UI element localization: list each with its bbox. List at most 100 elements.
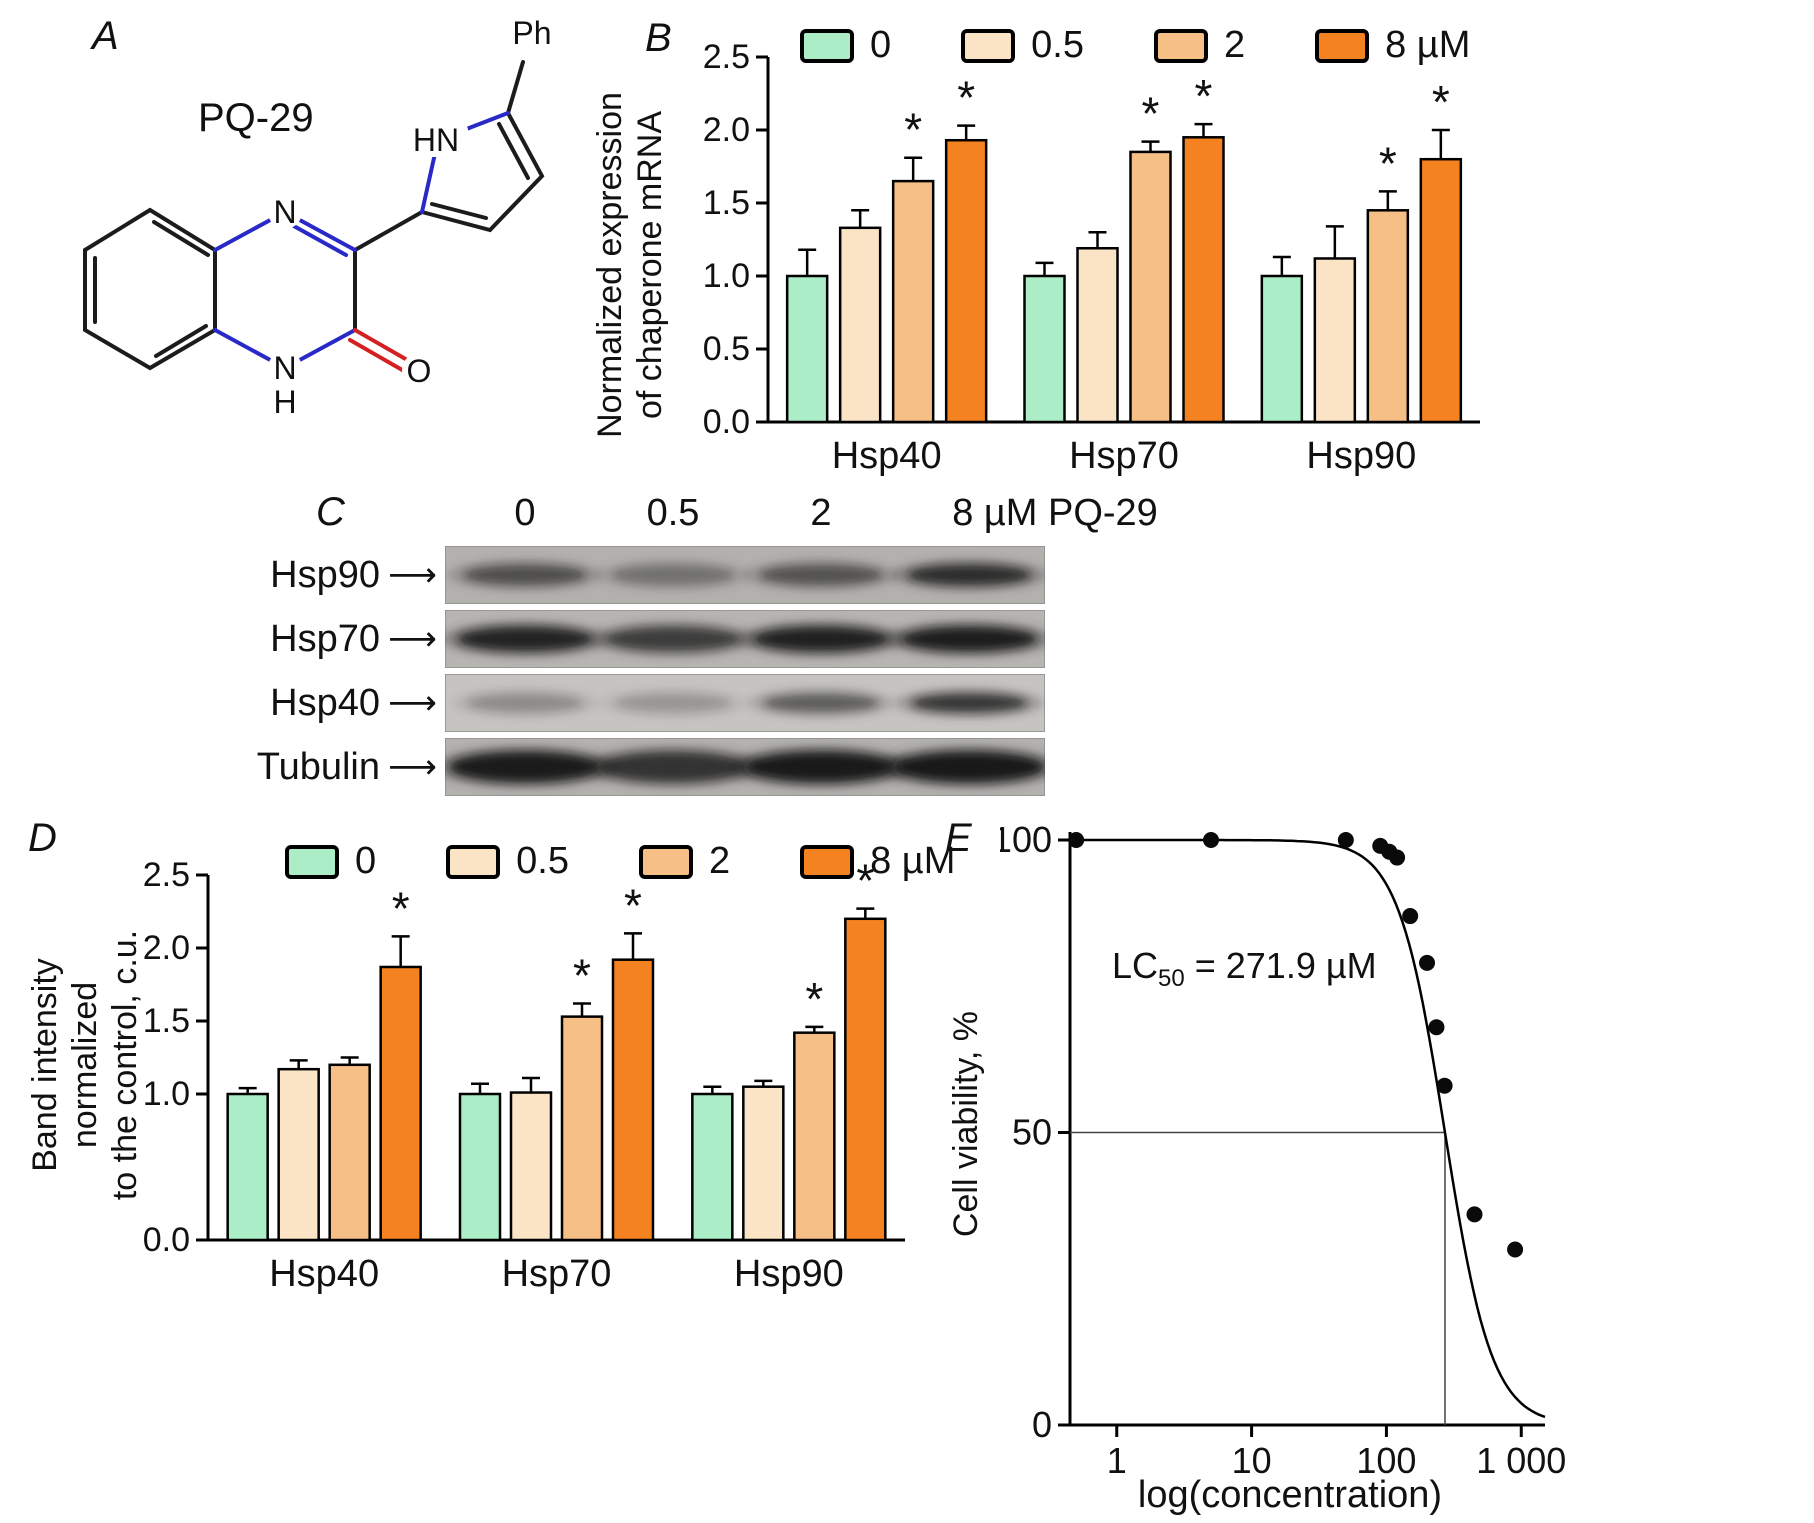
lane-header-8: 8 µM PQ-29 [952,492,1158,534]
molecule-structure: N N H HN O Ph [83,15,552,420]
h-label: H [273,384,296,420]
y-tick-label: 1.5 [143,1002,190,1040]
blot-image-hsp70 [445,610,1045,668]
swatch-2um [1153,28,1208,63]
significance-star: * [1142,88,1160,140]
arrow-right-icon: ⟶ [388,683,437,723]
y-tick-label: 50 [1012,1112,1052,1153]
bar-Hsp70-0 [1023,274,1066,424]
blot-row-hsp70: Hsp70 ⟶ [255,610,1045,668]
protein-band [759,565,883,585]
bar-Hsp40-2 [891,179,935,424]
protein-band [597,752,749,782]
y-tick-label: 0.0 [143,1221,190,1259]
blot-row-hsp40: Hsp40 ⟶ [255,674,1045,732]
e-y-axis-label: Cell viability, % [947,1010,985,1238]
significance-star: * [1195,70,1213,122]
x-tick-label: 100 [1356,1440,1416,1481]
bar-Hsp90-0 [691,1092,734,1242]
d-y-axis-label: Band intensity normalized to the control… [25,895,145,1235]
swatch-05um [446,844,501,879]
legend-label: 2 [708,840,731,882]
data-point [1507,1241,1524,1258]
y-tick-label: 1.0 [703,257,750,295]
protein-band [753,627,889,651]
compound-name: PQ-29 [198,96,314,140]
x-tick-label: 1 [1107,1440,1127,1481]
legend-item-2um: 2 [1153,24,1246,67]
lc50-value: = 271.9 µM [1184,945,1377,986]
panel-a-label: A [92,14,119,58]
blot-label-hsp40: Hsp40 [270,681,380,724]
b-y-axis-label: Normalized expression of chaperone mRNA [590,53,670,477]
legend-d: 0 0.5 2 8 µM [285,840,955,883]
bar-chart-band-intensity: 0.0 1.0 1.5 2.0 2.5 * Hsp40 * * Hsp70 * * Hsp90 [143,860,905,1295]
blot-label-hsp90: Hsp90 [270,553,380,596]
data-point [1466,1206,1483,1223]
swatch-2um [638,844,693,879]
significance-star: * [805,973,823,1025]
category-label: Hsp40 [269,1253,379,1295]
legend-label: 0.5 [1031,24,1084,66]
blot-image-tubulin [445,738,1045,796]
y-tick-label: 2.0 [143,929,190,967]
bar-Hsp40-0.5 [838,226,882,424]
lc50-subscript: 50 [1158,965,1185,993]
bar-Hsp70-2 [560,1015,604,1242]
blot-label-tubulin: Tubulin [256,745,380,788]
bar-Hsp40-2 [328,1063,371,1242]
data-point [1419,954,1436,971]
protein-band [463,565,587,585]
bar-Hsp90-8 µM [844,917,887,1242]
blot-image-hsp90 [445,546,1045,604]
blot-image-hsp40 [445,674,1045,732]
pyrrole-link-bond [353,210,424,252]
legend-label: 0 [355,840,377,882]
b-y-axis-label-line2: of chaperone mRNA [631,110,670,420]
blot-label-hsp70: Hsp70 [270,617,380,660]
protein-band [467,694,583,712]
category-label: Hsp90 [1306,435,1416,477]
lc50-prefix: LC [1112,945,1159,986]
legend-item-8um: 8 µM [800,840,955,883]
arrow-right-icon: ⟶ [388,619,437,659]
bar-Hsp40-0.5 [277,1067,320,1242]
category-label: Hsp40 [832,435,942,477]
protein-band [911,694,1027,712]
y-tick-label: 2.0 [703,111,750,149]
blot-row-tubulin: Tubulin ⟶ [255,738,1045,796]
bar-Hsp70-8 µM [1182,136,1225,424]
hn-label: HN [413,122,459,158]
legend-item-0um: 0 [285,840,376,883]
protein-band [907,565,1031,585]
legend-item-8um: 8 µM [1315,24,1470,67]
bar-Hsp90-0 [1260,274,1304,424]
lc50-annotation: LC50 = 271.9 µM [1112,945,1377,993]
legend-label: 2 [1223,24,1246,66]
swatch-8um [1315,28,1370,63]
y-tick-label: 1.5 [703,184,750,222]
protein-band [763,694,879,712]
panel-c-label: C [316,490,345,534]
swatch-0um [285,844,339,879]
significance-star: * [904,104,922,156]
x-tick-label: 1 000 [1476,1440,1566,1481]
legend-label: 8 µM [870,840,956,882]
y-tick-label: 0.0 [703,403,750,441]
bar-Hsp70-8 µM [611,958,655,1242]
lane-header-2: 2 [810,492,832,534]
bar-Hsp90-2 [1366,209,1410,424]
dose-response-chart: 0 50 100 1 10 100 1 000 [1000,819,1566,1481]
legend-label: 0 [870,24,892,66]
arrow-right-icon: ⟶ [388,747,437,787]
e-x-axis-label: log(concentration) [1137,1474,1443,1516]
bar-Hsp90-0.5 [1313,257,1357,424]
b-y-axis-label-line1: Normalized expression [591,92,629,438]
lane-header-0: 0 [514,492,536,534]
category-label: Hsp70 [1069,435,1179,477]
panel-d-label: D [28,816,57,860]
carbonyl-bond [353,328,411,363]
protein-band [745,752,897,782]
bar-Hsp40-0 [785,274,829,424]
ph-label: Ph [512,15,551,51]
